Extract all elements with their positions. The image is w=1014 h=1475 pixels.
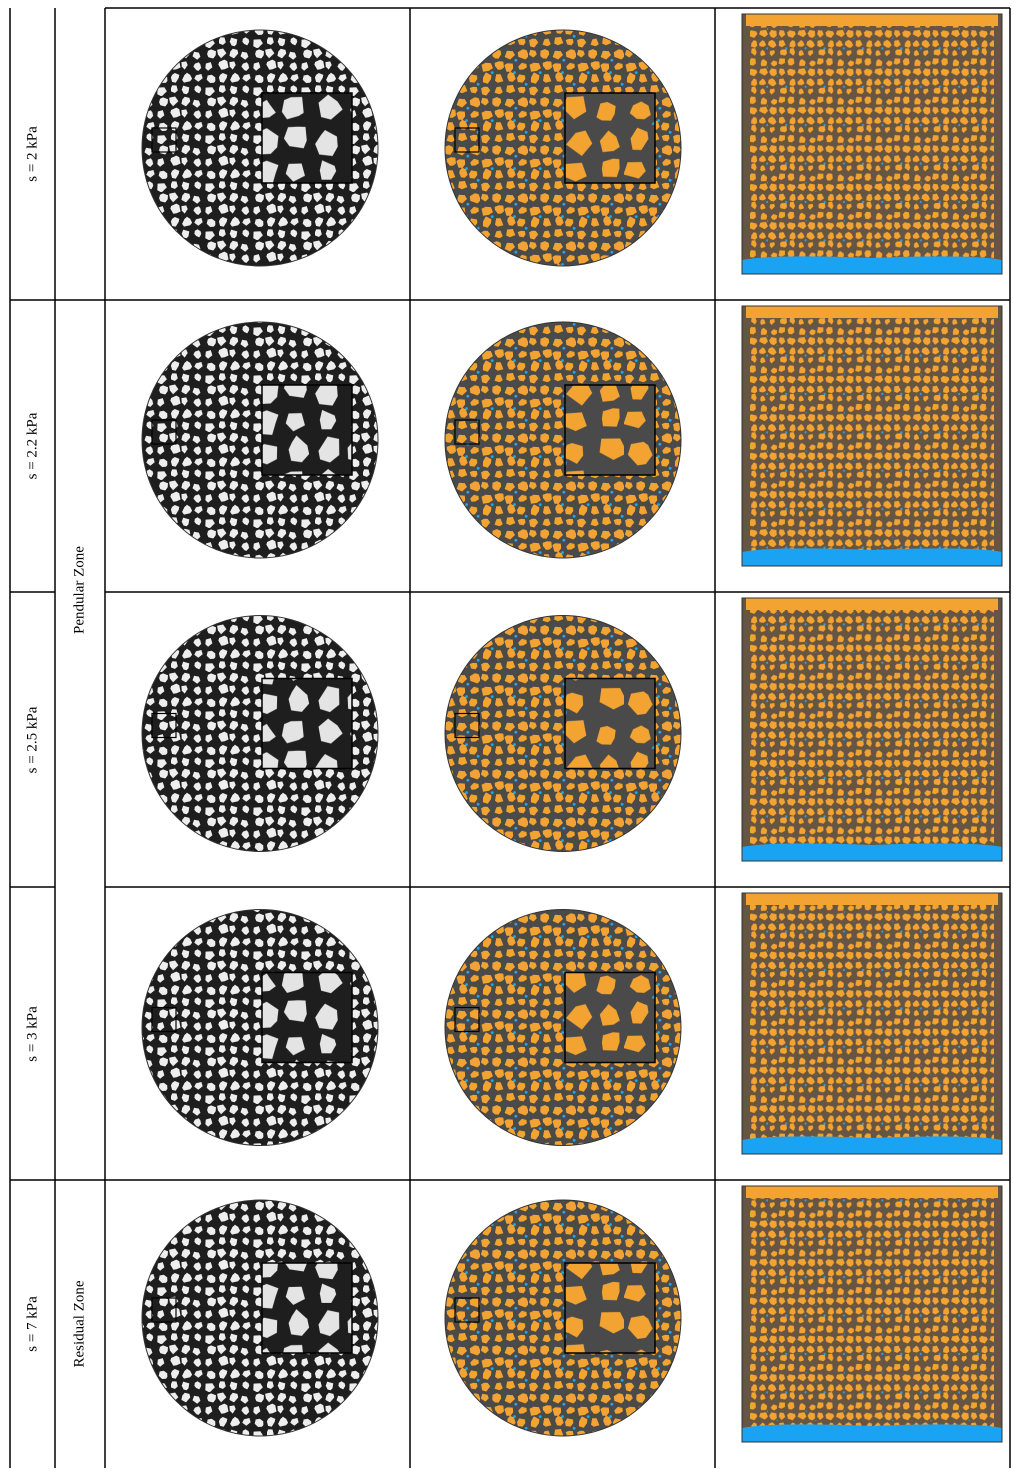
segmented-slice (445, 30, 681, 266)
ct-slice (142, 30, 378, 266)
page: s = 2 kPa s = 2.2 kPa s = 2.5 kPa s = 3 … (0, 0, 1014, 1470)
zone-label: Pendular Zone (71, 546, 87, 634)
vertical-section (742, 598, 1002, 861)
vertical-section (742, 306, 1002, 566)
vertical-section (742, 1186, 1002, 1442)
zone-label: Residual Zone (71, 1280, 87, 1367)
vertical-section (742, 14, 1002, 274)
suction-label: s = 2.2 kPa (24, 412, 40, 479)
figure-table: s = 2 kPa s = 2.2 kPa s = 2.5 kPa s = 3 … (0, 0, 1014, 1470)
ct-slice (142, 910, 378, 1146)
segmented-slice (445, 322, 681, 558)
image-cells (142, 14, 1002, 1442)
segmented-slice (445, 910, 681, 1146)
suction-label: s = 2.5 kPa (24, 706, 40, 773)
segmented-slice (445, 616, 681, 852)
suction-label: s = 3 kPa (24, 1006, 40, 1062)
segmented-slice (445, 1200, 681, 1436)
suction-label: s = 7 kPa (24, 1296, 40, 1352)
vertical-section (742, 893, 1002, 1154)
ct-slice (142, 616, 378, 852)
suction-label: s = 2 kPa (24, 126, 40, 182)
ct-slice (142, 322, 378, 558)
ct-slice (142, 1200, 378, 1436)
